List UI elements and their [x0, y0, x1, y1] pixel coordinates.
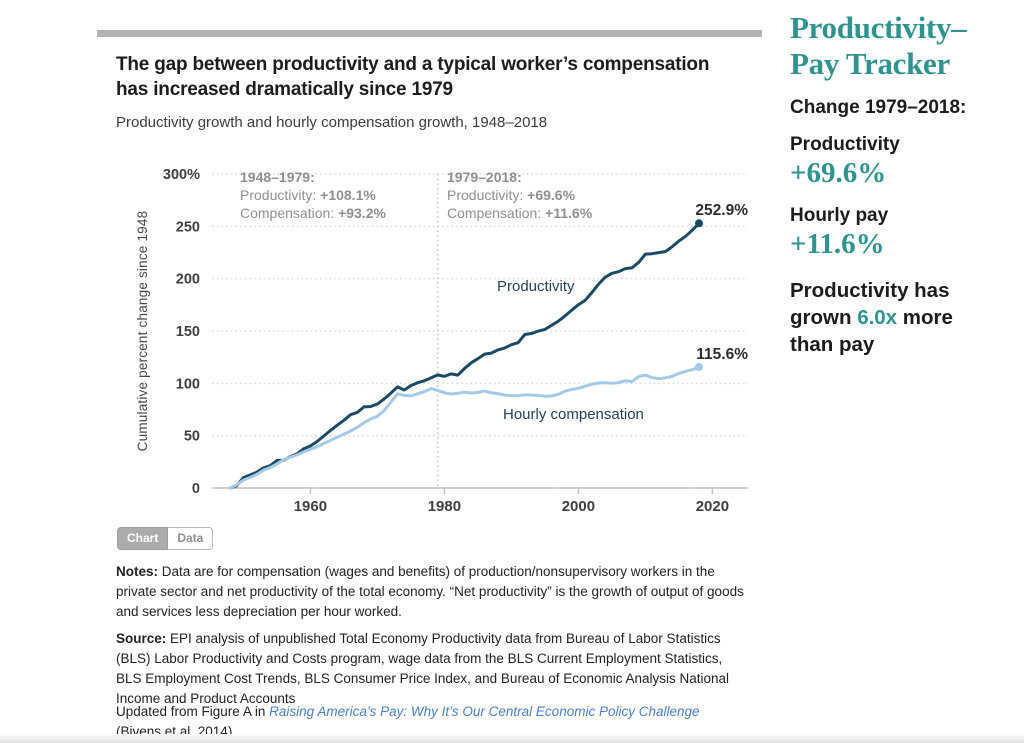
- x-tick-label: 2020: [696, 498, 729, 515]
- sidebar-title: Productivity– Pay Tracker: [790, 10, 967, 81]
- x-ticks: 1960 1980 2000 2020: [294, 488, 729, 515]
- annotation-line: Productivity: +69.6%: [447, 186, 592, 204]
- gridlines: 0 50 100 150 200 250 300%: [163, 167, 748, 497]
- summary-multiplier: 6.0x: [857, 306, 898, 329]
- annotation-line: Compensation: +11.6%: [447, 204, 592, 222]
- sidebar-hourly-pay-label: Hourly pay: [790, 205, 889, 226]
- series-lines: [228, 219, 703, 490]
- productivity-end-dot: [695, 219, 703, 228]
- sidebar-summary: Productivity has grown 6.0x more than pa…: [790, 277, 990, 358]
- sidebar-productivity-value: +69.6%: [790, 157, 887, 189]
- source-label: Source:: [116, 631, 167, 646]
- bottom-fade-divider: [0, 734, 1024, 743]
- annotation-1948-1979: 1948–1979: Productivity: +108.1% Compens…: [240, 168, 386, 222]
- top-divider-bar: [97, 30, 762, 37]
- notes-paragraph: Notes: Data are for compensation (wages …: [116, 562, 748, 622]
- report-link[interactable]: Raising America’s Pay: Why It’s Our Cent…: [269, 704, 700, 719]
- data-tab-button[interactable]: Data: [168, 527, 214, 550]
- productivity-series-label: Productivity: [497, 278, 575, 295]
- sidebar-hourly-pay-value: +11.6%: [790, 228, 885, 260]
- y-tick-label: 50: [184, 429, 200, 445]
- updated-prefix: Updated from Figure A in: [116, 704, 270, 719]
- productivity-pay-chart: 0 50 100 150 200 250 300% 1960 1980 2000 2020: [163, 167, 748, 515]
- annotation-label: Productivity:: [447, 187, 528, 203]
- y-tick-label: 200: [176, 272, 200, 288]
- annotation-value: +108.1%: [320, 187, 376, 203]
- annotation-label: Compensation:: [240, 205, 339, 221]
- summary-text-before: Productivity has grown: [790, 279, 950, 329]
- annotation-value: +11.6%: [545, 205, 593, 221]
- source-text: EPI analysis of unpublished Total Econom…: [116, 631, 730, 706]
- annotation-period: 1948–1979:: [240, 169, 315, 185]
- y-tick-label: 100: [176, 376, 200, 392]
- sidebar-change-label: Change 1979–2018:: [790, 97, 967, 118]
- notes-text: Data are for compensation (wages and ben…: [116, 564, 744, 619]
- source-paragraph: Source: EPI analysis of unpublished Tota…: [116, 629, 748, 709]
- y-tick-label: 300%: [163, 167, 200, 183]
- y-tick-label: 0: [192, 481, 200, 497]
- y-tick-label: 250: [176, 219, 200, 235]
- annotation-value: +69.6%: [527, 187, 576, 203]
- chart-subtitle: Productivity growth and hourly compensat…: [116, 114, 548, 131]
- annotation-label: Productivity:: [240, 187, 321, 203]
- x-tick-label: 1960: [294, 498, 327, 515]
- x-tick-label: 1980: [428, 498, 461, 515]
- annotation-line: Productivity: +108.1%: [240, 186, 386, 204]
- notes-label: Notes:: [116, 564, 159, 579]
- compensation-line: [228, 365, 701, 490]
- annotation-1979-2018: 1979–2018: Productivity: +69.6% Compensa…: [447, 168, 592, 222]
- y-axis-title: Cumulative percent change since 1948: [135, 210, 150, 452]
- chart-area: 0 50 100 150 200 250 300% 1960 1980 2000 2020 Cum…: [100, 160, 760, 522]
- x-tick-label: 2000: [562, 498, 595, 515]
- sidebar: Productivity– Pay Tracker Change 1979–20…: [790, 10, 1010, 358]
- chart-title: The gap between productivity and a typic…: [116, 54, 710, 100]
- chart-tab-button[interactable]: Chart: [117, 527, 169, 550]
- productivity-line: [228, 221, 701, 490]
- annotation-value: +93.2%: [338, 205, 386, 221]
- productivity-end-value: 252.9%: [695, 202, 748, 219]
- summary-text-after: more than pay: [790, 306, 953, 356]
- compensation-end-dot: [695, 363, 703, 372]
- sidebar-productivity-label: Productivity: [790, 134, 900, 155]
- y-tick-label: 150: [176, 324, 200, 340]
- annotation-line: Compensation: +93.2%: [240, 204, 386, 222]
- compensation-series-label: Hourly compensation: [503, 406, 644, 423]
- annotation-period: 1979–2018:: [447, 169, 522, 185]
- annotation-label: Compensation:: [447, 205, 546, 221]
- compensation-end-value: 115.6%: [696, 346, 748, 363]
- chart-data-toggle: Chart Data: [117, 527, 214, 550]
